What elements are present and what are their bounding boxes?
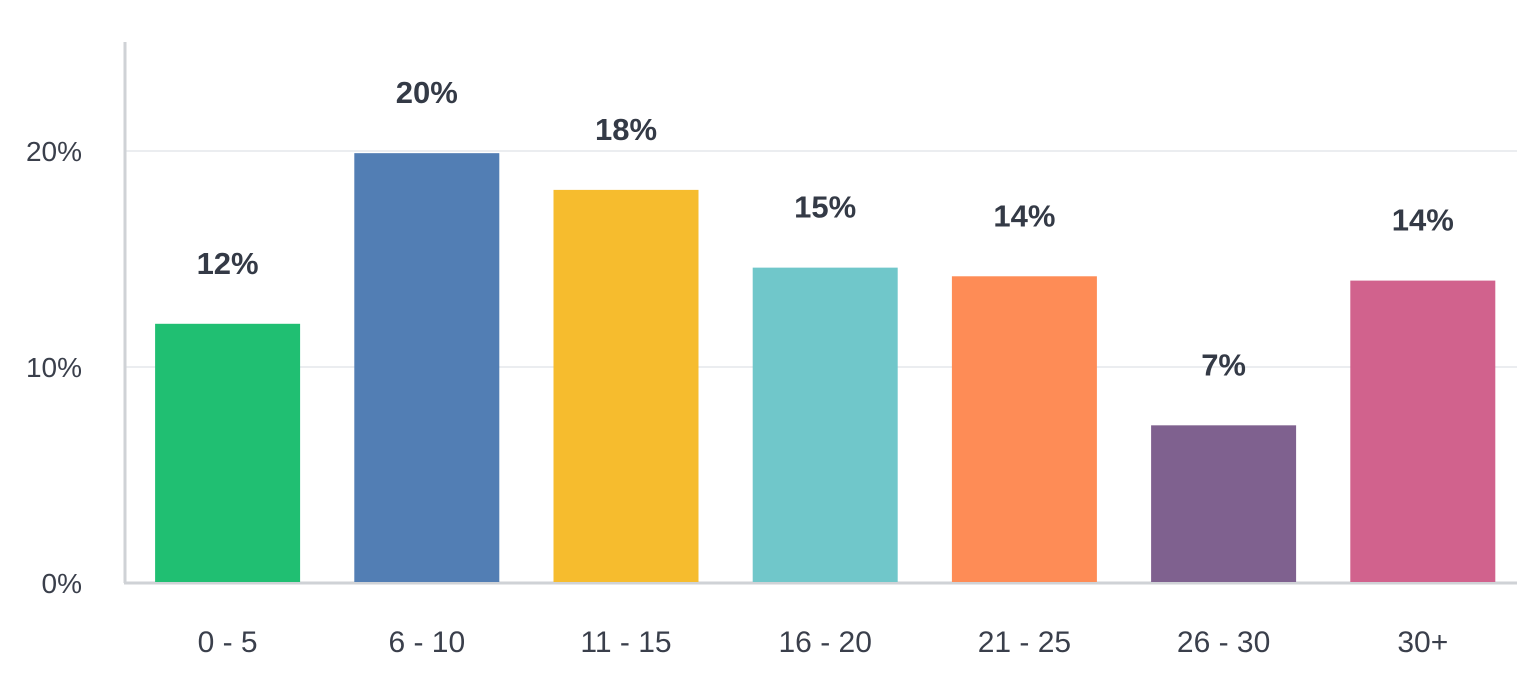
bar — [155, 323, 301, 582]
data-label: 14% — [993, 198, 1055, 233]
y-tick-label: 10% — [26, 352, 82, 383]
bar — [553, 189, 699, 582]
bar — [951, 276, 1097, 582]
bar — [354, 153, 500, 582]
x-tick-label: 11 - 15 — [580, 626, 671, 659]
data-label: 20% — [396, 75, 458, 110]
data-label: 18% — [595, 112, 657, 147]
data-label: 15% — [794, 190, 856, 225]
y-tick-labels: 0% 10% 20% — [26, 136, 82, 599]
data-labels: 12% 20% 18% 15% 14% 7% 14% — [197, 75, 1454, 382]
bars — [155, 153, 1496, 582]
y-tick-label: 0% — [42, 568, 82, 599]
data-label: 7% — [1201, 347, 1246, 382]
x-tick-labels: 0 - 5 6 - 10 11 - 15 16 - 20 21 - 25 26 - 30 3… — [198, 626, 1449, 659]
x-tick-label: 6 - 10 — [388, 626, 465, 659]
y-tick-label: 20% — [26, 136, 82, 167]
x-tick-label: 0 - 5 — [198, 626, 258, 659]
x-tick-label: 30+ — [1397, 626, 1448, 659]
axes — [123, 42, 1517, 585]
data-label: 12% — [197, 246, 259, 281]
data-label: 14% — [1392, 203, 1454, 238]
bar — [1350, 280, 1496, 582]
bar — [752, 267, 898, 582]
bar — [1151, 425, 1297, 582]
x-tick-label: 26 - 30 — [1177, 626, 1270, 659]
x-tick-label: 21 - 25 — [978, 626, 1071, 659]
x-tick-label: 16 - 20 — [778, 626, 871, 659]
